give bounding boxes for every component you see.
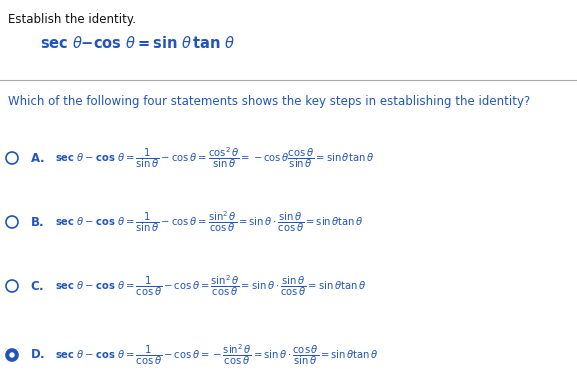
Text: $\mathbf{sec}\ \theta-\mathbf{cos}\ \theta=\dfrac{1}{\cos\theta}-\cos\theta=\dfr: $\mathbf{sec}\ \theta-\mathbf{cos}\ \the… [55,273,366,298]
Circle shape [6,216,18,228]
Text: $\mathbf{sec}\ \theta-\mathbf{cos}\ \theta=\dfrac{1}{\sin\theta}-\cos\theta=\dfr: $\mathbf{sec}\ \theta-\mathbf{cos}\ \the… [55,145,374,170]
Text: $\mathbf{B.}$: $\mathbf{B.}$ [30,216,44,228]
Text: $\mathbf{sec}\ \theta\mathbf{-cos}\ \theta\mathbf{=sin}\ \theta\,\mathbf{tan}\ \: $\mathbf{sec}\ \theta\mathbf{-cos}\ \the… [40,35,235,51]
Text: $\mathbf{sec}\ \theta-\mathbf{cos}\ \theta=\dfrac{1}{\cos\theta}-\cos\theta=-\df: $\mathbf{sec}\ \theta-\mathbf{cos}\ \the… [55,343,379,368]
Text: $\mathbf{sec}\ \theta-\mathbf{cos}\ \theta=\dfrac{1}{\sin\theta}-\cos\theta=\dfr: $\mathbf{sec}\ \theta-\mathbf{cos}\ \the… [55,210,364,235]
Text: Which of the following four statements shows the key steps in establishing the i: Which of the following four statements s… [8,95,530,108]
Circle shape [6,152,18,164]
Text: $\mathbf{D.}$: $\mathbf{D.}$ [30,349,45,361]
Circle shape [9,352,14,358]
Text: $\mathbf{A.}$: $\mathbf{A.}$ [30,151,44,165]
Circle shape [6,280,18,292]
Text: $\mathbf{C.}$: $\mathbf{C.}$ [30,280,44,293]
Text: Establish the identity.: Establish the identity. [8,13,136,26]
Circle shape [6,349,18,361]
